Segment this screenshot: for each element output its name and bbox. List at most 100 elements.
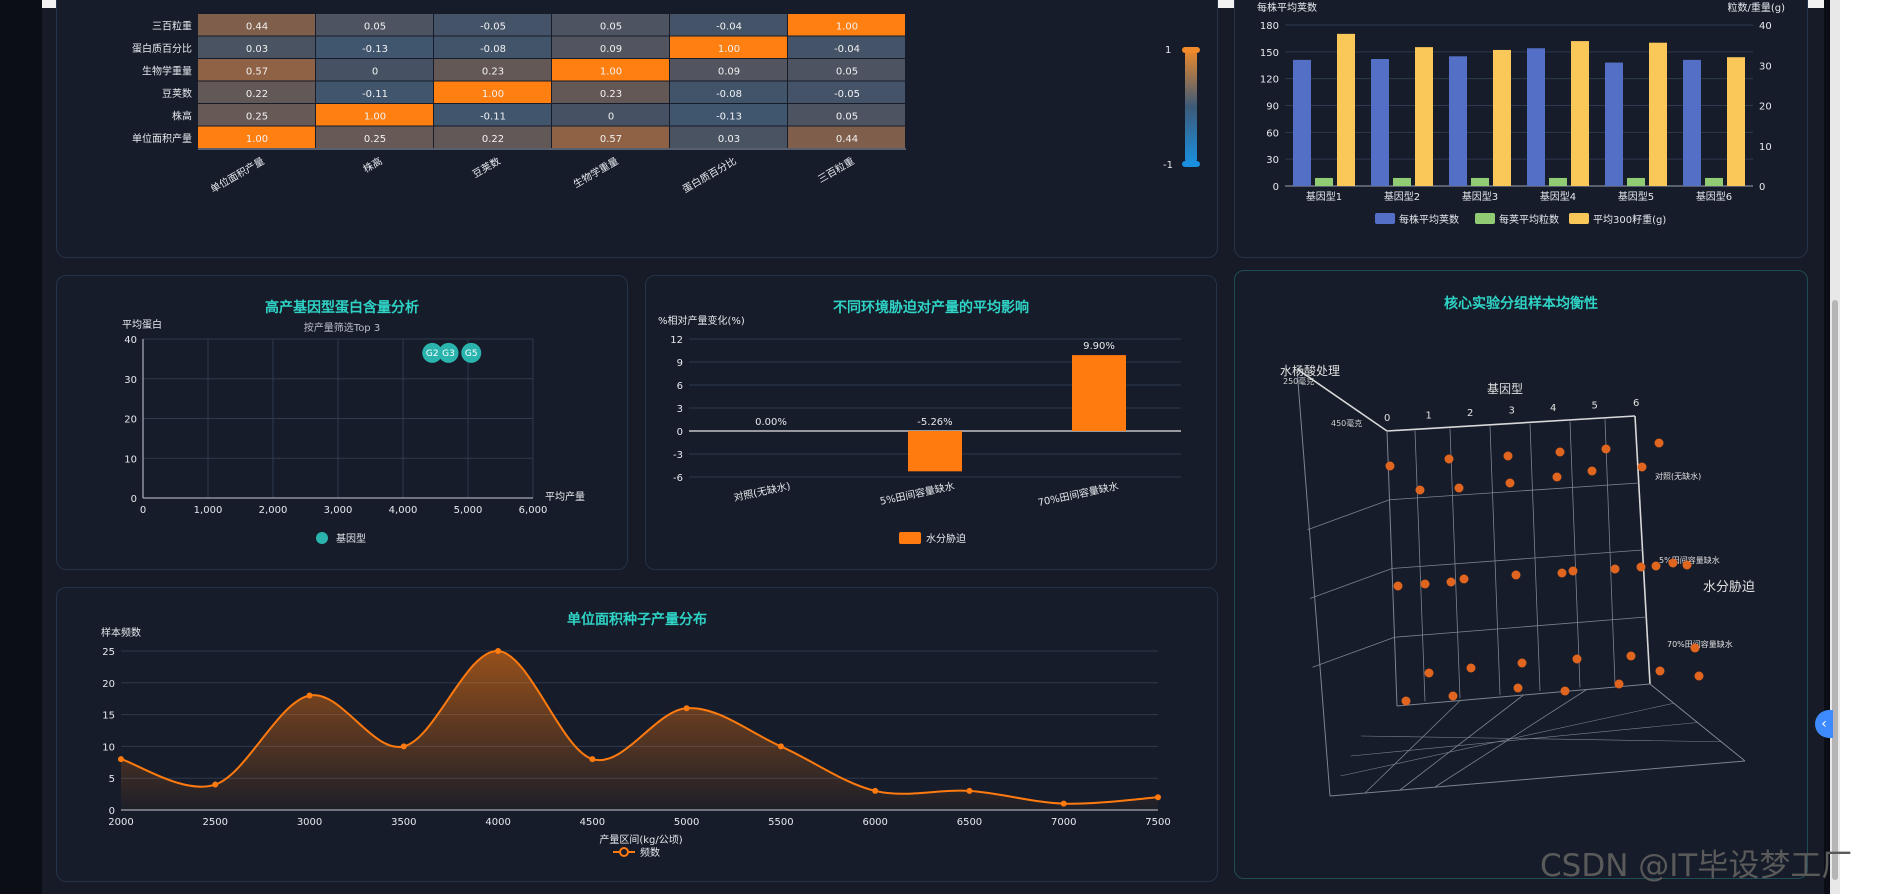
scatter-legend-swatch [316,532,328,544]
area-point [777,743,784,750]
collapse-panel-button[interactable]: ‹ [1815,710,1833,738]
gbar-bar-weight [1415,47,1433,187]
threed-grid-line [1489,426,1501,695]
gbar-left-tick: 30 [1266,155,1279,166]
area-legend-label: 频数 [640,846,660,859]
area-y-tick: 10 [102,742,115,753]
area-x-tick: 4500 [580,817,605,828]
stress-value-label: 9.90% [1083,341,1115,352]
area-point [589,756,596,763]
scatter-panel: 高产基因型蛋白含量分析 按产量筛选Top 3 平均蛋白 0 1,000 2,000 3,0… [56,275,628,570]
scatter-y-tick: 10 [124,454,137,465]
threed-data-point [1446,577,1456,587]
stress-category-label: 70%田间容量缺水 [1036,479,1119,509]
threed-data-point [1694,671,1704,681]
heatmap-cell [316,14,433,36]
scatter-point-label: G3 [442,349,455,359]
heatmap-cell-label: -0.13 [716,111,742,122]
gbar-bar-weight [1649,42,1667,187]
heatmap-cell-label: 0.22 [482,134,504,145]
scatter-y-tick: 30 [124,375,137,386]
scatter-title: 高产基因型蛋白含量分析 [265,300,419,316]
heatmap-visualmap-handle-bottom [1182,161,1200,167]
heatmap-cell [552,14,669,36]
heatmap-col-label: 株高 [361,154,385,175]
threed-y-tick: 450毫克 [1331,418,1362,428]
threed-data-point [1415,485,1425,495]
area-point [1060,800,1067,807]
threed-data-point [1682,560,1692,570]
threed-x-tick: 5 [1592,401,1598,412]
heatmap-cell [198,126,315,148]
heatmap-cell [552,81,669,103]
heatmap-cell-label: -0.08 [716,89,742,100]
gbar-left-tick: 60 [1266,128,1279,139]
scatter-y-tick: 20 [124,415,137,426]
gbar-right-tick: 20 [1759,102,1772,113]
heatmap-cell [316,126,433,148]
scrollbar-thumb[interactable] [1832,300,1838,880]
gbar-bar-pods [1449,56,1467,186]
heatmap-cell [316,81,433,103]
stress-legend-swatch [899,532,921,544]
area-point [966,787,973,794]
gbar-legend-label: 每荚平均粒数 [1499,213,1559,226]
stress-y-tick: 9 [677,358,683,369]
threed-data-point [1636,562,1646,572]
stress-value-label: -5.26% [917,417,952,428]
area-panel: 单位面积种子产量分布 样本频数 0 5 10 15 20 25 2000 2500 3000 350… [56,587,1218,882]
heatmap-cell-label: 0.22 [246,89,268,100]
gbar-bar-seeds [1549,177,1567,186]
heatmap-row-label: 蛋白质百分比 [132,42,192,55]
gbar-legend-label: 平均300籽重(g) [1593,213,1666,226]
threed-grid-line [1569,421,1581,688]
threed-x-tick: 6 [1633,398,1639,409]
threed-data-point [1555,447,1565,457]
heatmap-cell [670,104,787,126]
heatmap-cell-label: 1.00 [718,44,740,55]
scatter-subtitle: 按产量筛选Top 3 [304,321,380,334]
gbar-bar-weight [1727,57,1745,186]
scatter-point-label: G5 [465,349,478,359]
genotype-bar-panel: 0 30 60 90 120 150 180 0 10 20 30 40 每株平均荚数 粒数/重量(g) 基… [1234,0,1808,258]
heatmap-visualmap-max: 1 [1165,45,1171,56]
threed-data-point [1668,558,1678,568]
heatmap-cell [670,14,787,36]
area-x-tick: 6000 [862,817,887,828]
area-point [1155,794,1161,801]
gbar-bar-pods [1683,59,1701,186]
heatmap-cell [788,59,905,81]
gbar-left-tick: 150 [1260,48,1279,59]
gbar-bar-pods [1371,58,1389,186]
gbar-legend-swatch [1569,213,1589,224]
heatmap-cell [670,36,787,58]
stress-category-label: 5%田间容量缺水 [879,479,956,507]
area-x-tick: 2000 [108,817,133,828]
threed-data-point [1513,683,1523,693]
heatmap-row-label: 豆荚数 [162,87,192,100]
gbar-left-tick: 0 [1273,182,1279,193]
area-y-tick: 15 [102,711,115,722]
stress-y-tick: 6 [677,381,683,392]
threed-grid-line [1309,568,1393,599]
watermark: CSDN @IT毕设梦工厂 [1540,848,1853,884]
gbar-bar-seeds [1705,177,1723,186]
heatmap-cell-label: 0 [372,66,378,77]
heatmap-cell [788,81,905,103]
threed-data-point [1420,579,1430,589]
area-x-tick: 5500 [768,817,793,828]
threed-x-axis-name: 基因型 [1487,382,1523,396]
gbar-category-label: 基因型3 [1462,190,1498,203]
stress-bar-chart: %相对产量变化(%) -6 -3 0 3 6 9 12 0.00% 对照(无缺水) -5.26% 5%… [658,314,1181,545]
threed-grid-line [1307,499,1390,531]
threed-data-point [1552,472,1562,482]
scatter-x-label: 平均产量 [545,490,585,503]
gbar-right-tick: 40 [1759,21,1772,32]
heatmap-cell-label: -0.04 [834,44,860,55]
heatmap-cell-label: 0.57 [600,134,622,145]
heatmap-cell-label: 0.09 [718,66,740,77]
heatmap-row-label: 三百粒重 [152,19,192,32]
heatmap-cell [670,126,787,148]
heatmap-cell-label: 0 [608,111,614,122]
heatmap-col-label: 单位面积产量 [208,154,266,195]
